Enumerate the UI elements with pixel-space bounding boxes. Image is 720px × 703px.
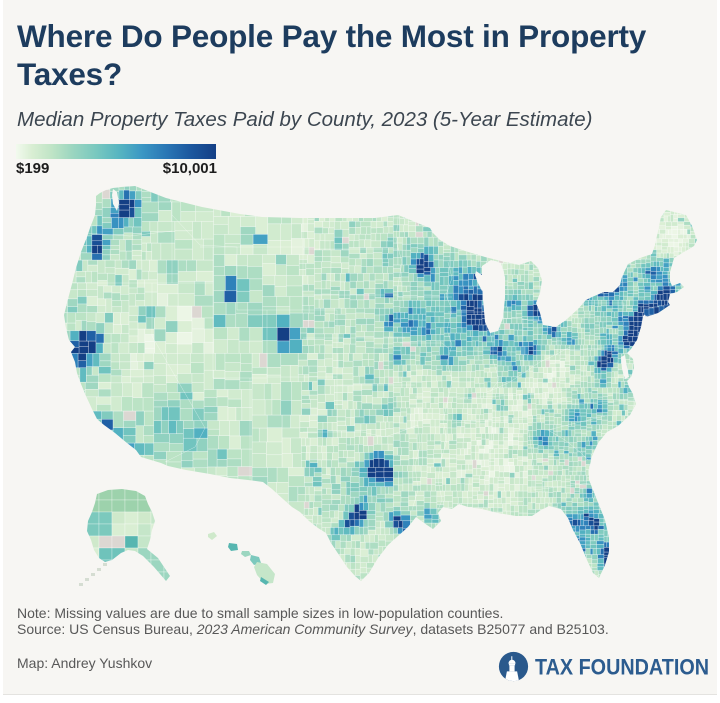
- svg-text:TAX FOUNDATION: TAX FOUNDATION: [535, 655, 709, 680]
